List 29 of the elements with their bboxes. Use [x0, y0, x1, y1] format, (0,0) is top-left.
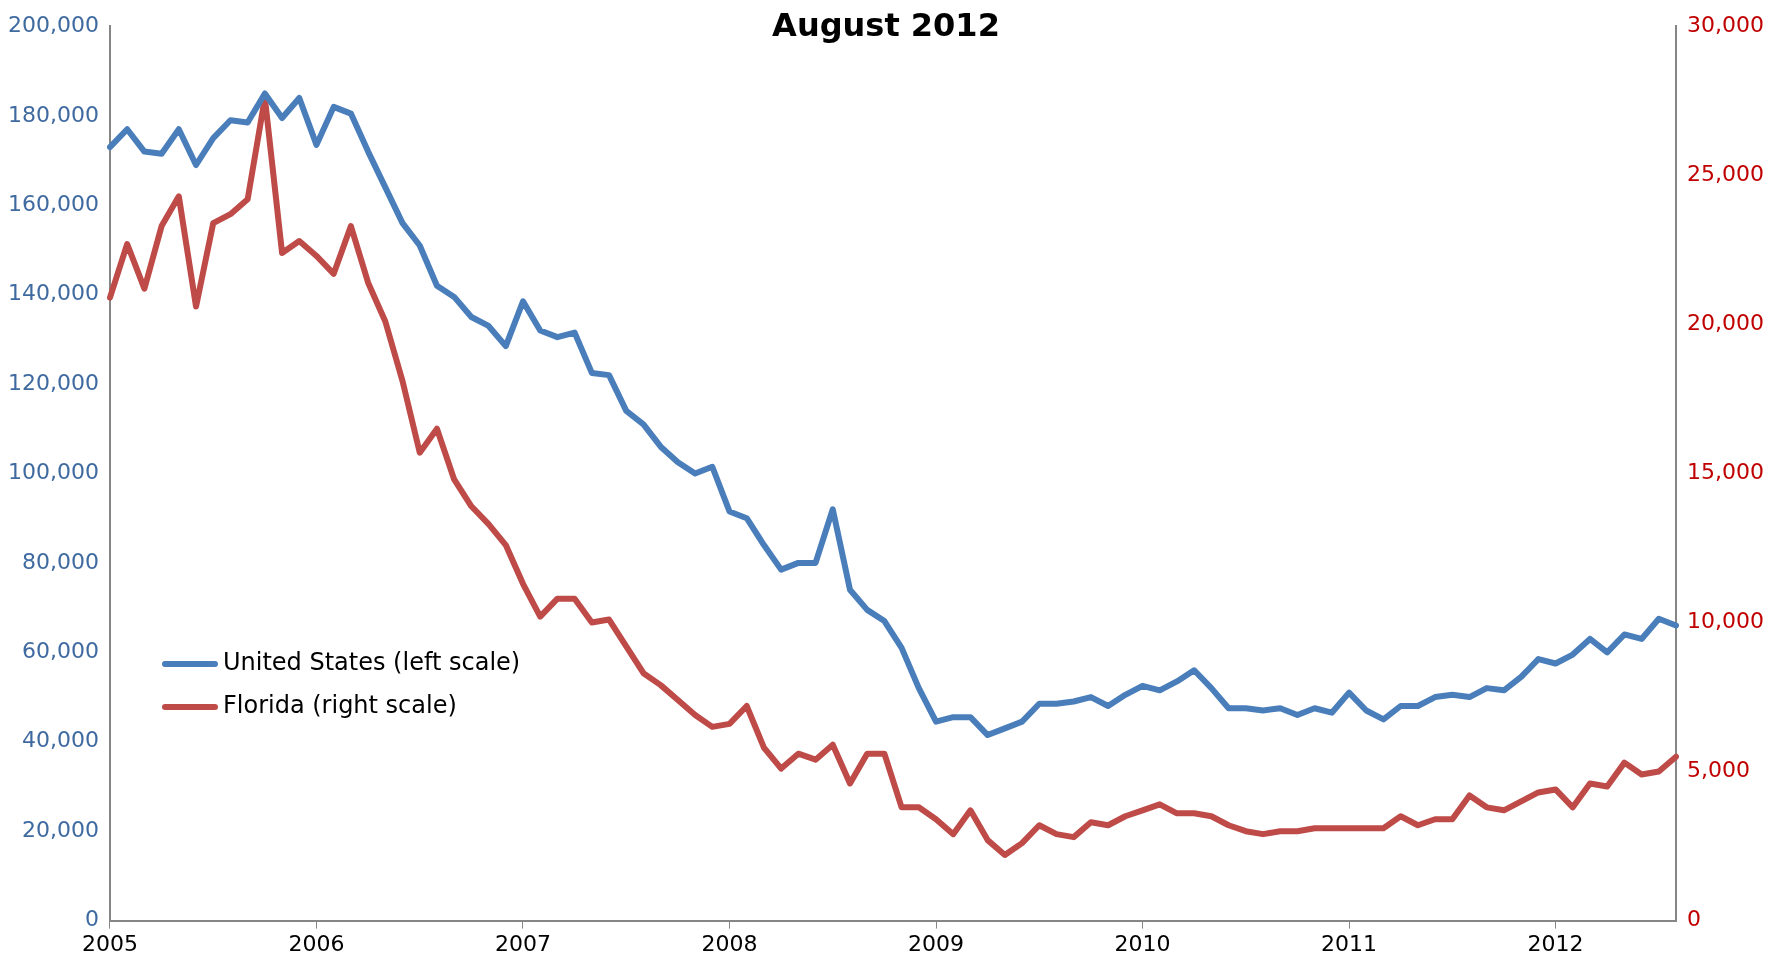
- legend-label: Florida (right scale): [222, 691, 457, 720]
- y2-tick-label: 30,000: [1687, 12, 1765, 38]
- chart-title: August 2012: [772, 5, 1000, 44]
- y-tick-label: 80,000: [21, 548, 99, 574]
- legend-label: United States (left scale): [222, 648, 521, 677]
- y2-tick-label: 0: [1687, 906, 1702, 932]
- y-tick-label: 160,000: [7, 190, 99, 216]
- y2-tick-label: 10,000: [1687, 608, 1765, 634]
- y-tick-label: 120,000: [7, 369, 99, 395]
- x-tick-label: 2005: [81, 930, 138, 956]
- x-tick-label: 2008: [701, 930, 758, 956]
- x-tick-label: 2012: [1527, 930, 1584, 956]
- x-tick-label: 2006: [288, 930, 345, 956]
- y-tick-label: 140,000: [7, 280, 99, 306]
- y-tick-label: 0: [84, 906, 99, 932]
- y-tick-label: 200,000: [7, 12, 99, 38]
- x-tick-label: 2010: [1114, 930, 1171, 956]
- y2-tick-label: 25,000: [1687, 161, 1765, 187]
- y-tick-label: 20,000: [21, 816, 99, 842]
- x-tick-label: 2007: [495, 930, 551, 956]
- y-tick-label: 180,000: [7, 101, 99, 127]
- y-tick-label: 60,000: [21, 638, 99, 664]
- y2-tick-label: 20,000: [1687, 310, 1765, 336]
- y-tick-label: 40,000: [21, 727, 99, 753]
- y2-tick-label: 5,000: [1687, 757, 1751, 783]
- x-tick-label: 2011: [1321, 930, 1378, 956]
- x-tick-label: 2009: [908, 930, 965, 956]
- y-tick-label: 100,000: [7, 459, 99, 485]
- y2-tick-label: 15,000: [1687, 459, 1765, 485]
